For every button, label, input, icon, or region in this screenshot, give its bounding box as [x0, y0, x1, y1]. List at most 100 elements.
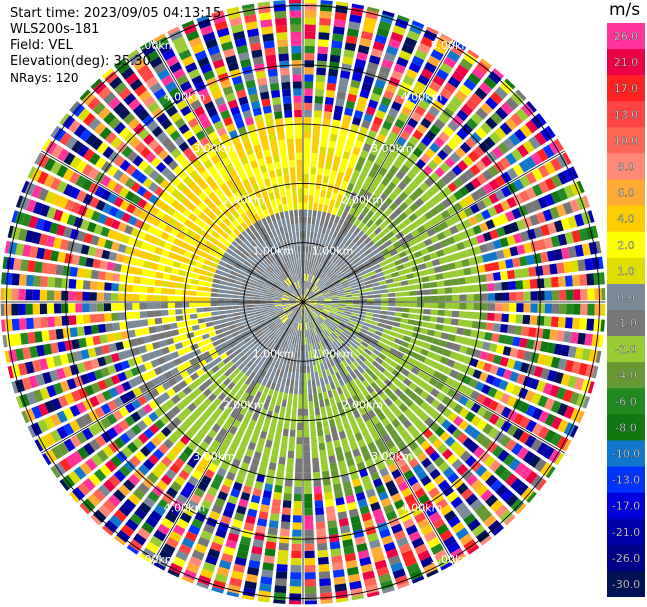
velocity-gate [463, 52, 478, 65]
velocity-gate [365, 488, 376, 498]
velocity-gate [153, 448, 164, 460]
velocity-gate [428, 322, 437, 330]
velocity-gate [334, 316, 342, 322]
velocity-gate [292, 306, 298, 312]
velocity-gate [378, 222, 388, 231]
velocity-gate [139, 311, 148, 319]
velocity-gate [447, 262, 456, 270]
velocity-gate [321, 226, 327, 235]
velocity-gate [131, 399, 142, 410]
velocity-gate [298, 302, 303, 308]
velocity-gate [492, 323, 501, 332]
velocity-gate [442, 228, 453, 238]
velocity-gate [124, 460, 136, 472]
velocity-gate [311, 313, 317, 320]
velocity-gate [227, 338, 235, 345]
velocity-gate [395, 170, 406, 180]
velocity-gate [362, 259, 371, 266]
velocity-gate [361, 351, 369, 359]
velocity-gate [157, 264, 166, 272]
velocity-gate [499, 509, 513, 523]
velocity-gate [270, 396, 277, 405]
velocity-gate [331, 305, 339, 308]
velocity-gate [303, 344, 306, 352]
velocity-gate [276, 321, 283, 327]
velocity-gate [317, 326, 323, 333]
velocity-gate [253, 294, 261, 298]
velocity-gate [319, 146, 327, 155]
velocity-gate [71, 390, 82, 402]
velocity-gate [56, 426, 68, 440]
velocity-gate [388, 191, 398, 201]
velocity-gate [467, 72, 481, 86]
velocity-gate [196, 307, 204, 313]
velocity-gate [537, 290, 545, 301]
velocity-gate [132, 488, 146, 501]
velocity-gate [372, 85, 384, 96]
velocity-gate [146, 286, 155, 294]
velocity-gate [327, 147, 335, 156]
velocity-gate [156, 479, 168, 492]
velocity-gate [96, 303, 104, 312]
velocity-gate [247, 330, 256, 337]
velocity-gate [277, 549, 289, 558]
velocity-gate [246, 299, 254, 302]
velocity-gate [363, 481, 374, 492]
velocity-gate [304, 45, 315, 54]
velocity-gate [214, 344, 223, 352]
velocity-gate [360, 563, 374, 574]
velocity-gate [236, 429, 245, 439]
velocity-gate [226, 448, 236, 458]
velocity-gate [323, 250, 329, 258]
velocity-gate [308, 292, 314, 298]
velocity-gate [382, 269, 391, 276]
velocity-gate [372, 286, 381, 291]
velocity-gate [452, 252, 461, 261]
velocity-gate [178, 423, 188, 434]
velocity-gate [348, 508, 359, 518]
velocity-gate [312, 286, 318, 292]
velocity-gate [304, 74, 314, 82]
velocity-gate [475, 255, 484, 264]
velocity-gate [316, 174, 323, 183]
velocity-gate [430, 360, 440, 369]
velocity-gate [88, 424, 100, 437]
velocity-gate [443, 535, 457, 548]
velocity-gate [304, 330, 307, 338]
velocity-gate [346, 365, 353, 374]
velocity-gate [324, 297, 332, 300]
velocity-gate [344, 552, 357, 562]
velocity-gate [179, 354, 189, 363]
velocity-gate [352, 296, 360, 300]
velocity-gate [310, 260, 314, 268]
velocity-gate [420, 401, 430, 411]
velocity-gate [320, 599, 333, 604]
velocity-gate [307, 372, 311, 381]
velocity-gate [396, 56, 409, 68]
velocity-gate [355, 491, 366, 501]
velocity-gate [284, 414, 291, 423]
velocity-gate [76, 401, 87, 414]
velocity-gate [318, 282, 324, 288]
velocity-gate [365, 315, 373, 320]
velocity-gate [269, 333, 276, 341]
velocity-gate [343, 173, 351, 183]
velocity-gate [565, 275, 573, 287]
velocity-gate [362, 451, 372, 462]
velocity-gate [413, 418, 423, 429]
velocity-gate [329, 273, 336, 280]
velocity-gate [313, 110, 322, 118]
velocity-gate [475, 465, 488, 477]
velocity-gate [458, 395, 469, 406]
velocity-gate [588, 349, 598, 363]
velocity-gate [201, 333, 210, 340]
velocity-gate [309, 188, 315, 196]
velocity-gate [94, 406, 106, 419]
velocity-gate [388, 486, 399, 497]
velocity-gate [344, 487, 354, 497]
velocity-gate [436, 190, 447, 201]
velocity-gate [526, 101, 537, 113]
velocity-gate [459, 345, 468, 354]
velocity-gate [556, 387, 567, 400]
velocity-gate [307, 291, 313, 297]
